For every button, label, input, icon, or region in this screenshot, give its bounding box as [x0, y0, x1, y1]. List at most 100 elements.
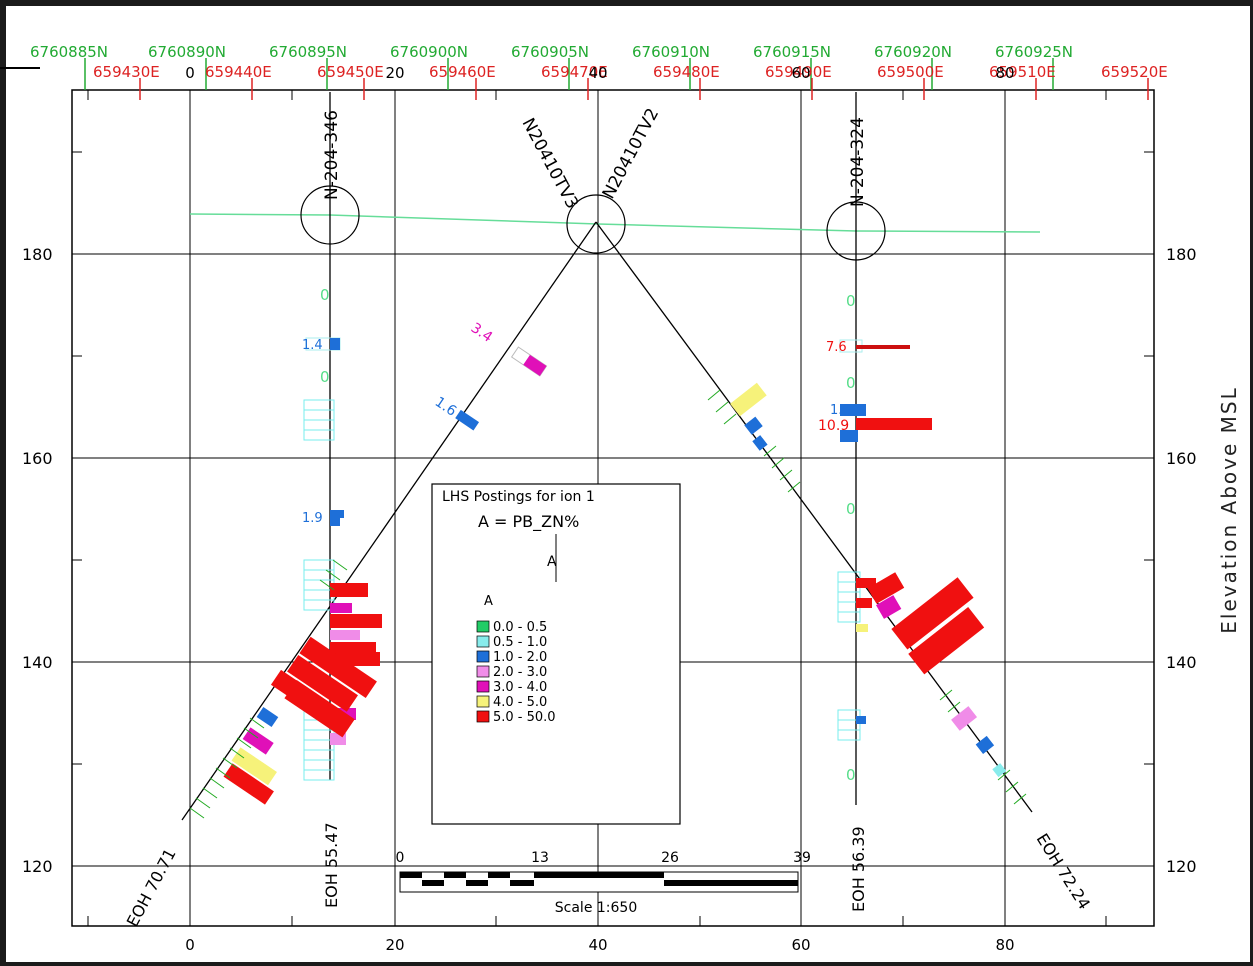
scale-label: Scale 1:650 [555, 900, 637, 916]
bottom-x-tick: 80 [995, 936, 1014, 954]
left-y-tick: 160 [22, 449, 53, 468]
legend-range-label: 5.0 - 50.0 [493, 710, 556, 725]
hole-label: N-204-346 [322, 110, 342, 200]
northing-label: 6760920N [874, 43, 952, 61]
legend-title: LHS Postings for ion 1 [442, 489, 595, 505]
hole-names: N-204-346 N-204-324 N20410TV3 N20410TV2 [322, 105, 868, 212]
bottom-x-tick-labels: 0 20 40 60 80 [185, 936, 1014, 954]
top-x-tick: 40 [588, 64, 607, 82]
top-x-tick: 0 [185, 64, 195, 82]
legend-swatch [476, 695, 490, 708]
easting-label: 659520E [1101, 63, 1168, 81]
assay-value: 0 [846, 500, 856, 518]
plot-frame [71, 89, 1155, 927]
hole-label: N20410TV2 [599, 105, 663, 202]
window-bottom-border [0, 962, 1253, 966]
northing-label: 6760885N [30, 43, 108, 61]
northing-ticks [84, 58, 1054, 90]
topography-line [189, 213, 1041, 233]
left-y-tick: 120 [22, 857, 53, 876]
window-right-border [1250, 0, 1253, 966]
assay-bar [856, 624, 868, 632]
left-y-tick: 180 [22, 245, 53, 264]
legend-swatch [476, 620, 490, 633]
legend-formula: A = PB_ZN% [478, 512, 579, 532]
left-y-tick: 140 [22, 653, 53, 672]
easting-label: 659470E [541, 63, 608, 81]
assay-bar [840, 404, 866, 416]
assay-value: 1.9 [302, 511, 323, 526]
assay-bar [856, 598, 872, 608]
assay-value: 7.6 [826, 340, 847, 355]
northing-label: 6760910N [632, 43, 710, 61]
assay-bar [330, 630, 360, 640]
northing-label: 6760890N [148, 43, 226, 61]
assay-bar [330, 614, 382, 628]
assay-bar [330, 583, 368, 597]
window-left-border [0, 0, 6, 966]
window-top-border [0, 0, 1253, 6]
easting-ticks [139, 78, 1149, 100]
eoh-label: EOH 72.24 [1033, 830, 1094, 913]
right-y-tick: 160 [1166, 449, 1197, 468]
right-y-tick: 180 [1166, 245, 1197, 264]
assay-value: 0 [320, 286, 330, 304]
legend-range-label: 1.0 - 2.0 [493, 650, 547, 665]
assay-bar [856, 345, 910, 349]
left-y-tick-labels: 180 160 140 120 [22, 245, 53, 876]
right-y-tick: 140 [1166, 653, 1197, 672]
legend-swatch [476, 680, 490, 693]
legend: LHS Postings for ion 1 A = PB_ZN% A A 0.… [431, 483, 681, 825]
hole-label: N20410TV3 [518, 115, 582, 212]
bottom-x-tick: 60 [791, 936, 810, 954]
easting-label: 659480E [653, 63, 720, 81]
assay-value: 0 [846, 766, 856, 784]
legend-swatch [476, 650, 490, 663]
northing-label: 6760900N [390, 43, 468, 61]
right-y-tick: 120 [1166, 857, 1197, 876]
scale-tick: 0 [396, 850, 405, 866]
easting-label: 659490E [765, 63, 832, 81]
assay-bar [330, 510, 344, 518]
assay-bar [330, 642, 376, 654]
bottom-x-tick: 40 [588, 936, 607, 954]
legend-ranges: 0.0 - 0.5 0.5 - 1.0 1.0 - 2.0 2.0 - 3.0 … [476, 620, 556, 725]
assay-value: 3.4 [468, 320, 495, 346]
assay-bar [856, 716, 866, 724]
y-axis-title: Elevation Above MSL [1217, 386, 1241, 633]
assay-value: 1.6 [432, 394, 459, 420]
n204-324-postings: 7.6 1.6 10.9 0 0 0 0 [818, 292, 932, 784]
assay-value: 1.4 [302, 338, 323, 353]
legend-range-label: 4.0 - 5.0 [493, 695, 547, 710]
easting-labels: 659430E 659440E 659450E 659460E 659470E … [93, 63, 1168, 81]
northing-label: 6760915N [753, 43, 831, 61]
assay-value: 1.6 [830, 403, 851, 418]
top-x-tick: 80 [995, 64, 1014, 82]
easting-label: 659460E [429, 63, 496, 81]
right-y-tick-labels: 180 160 140 120 [1166, 245, 1197, 876]
top-x-tick-labels: 0 20 40 60 80 [185, 64, 1014, 82]
assay-value: 10.9 [818, 418, 849, 434]
assay-bar [330, 603, 352, 613]
northing-label: 6760905N [511, 43, 589, 61]
northing-label: 6760895N [269, 43, 347, 61]
assay-bar [856, 578, 876, 588]
collar-circle [566, 194, 626, 254]
eoh-label: EOH 70.71 [123, 845, 180, 930]
scale-tick: 39 [793, 850, 811, 866]
legend-symbol: A [547, 554, 557, 570]
bottom-x-tick: 20 [385, 936, 404, 954]
legend-range-label: 0.0 - 0.5 [493, 620, 547, 635]
legend-range-label: 3.0 - 4.0 [493, 680, 547, 695]
easting-label: 659500E [877, 63, 944, 81]
legend-range-label: 2.0 - 3.0 [493, 665, 547, 680]
assay-value: 0 [846, 292, 856, 310]
assay-bar [330, 338, 340, 350]
tv2-postings [707, 382, 1027, 805]
legend-key: A [484, 594, 493, 609]
scale-bar: 0 13 26 39 Scale 1:650 [396, 850, 811, 916]
assay-value: 0 [846, 374, 856, 392]
assay-value: 0 [320, 368, 330, 386]
easting-label: 659450E [317, 63, 384, 81]
